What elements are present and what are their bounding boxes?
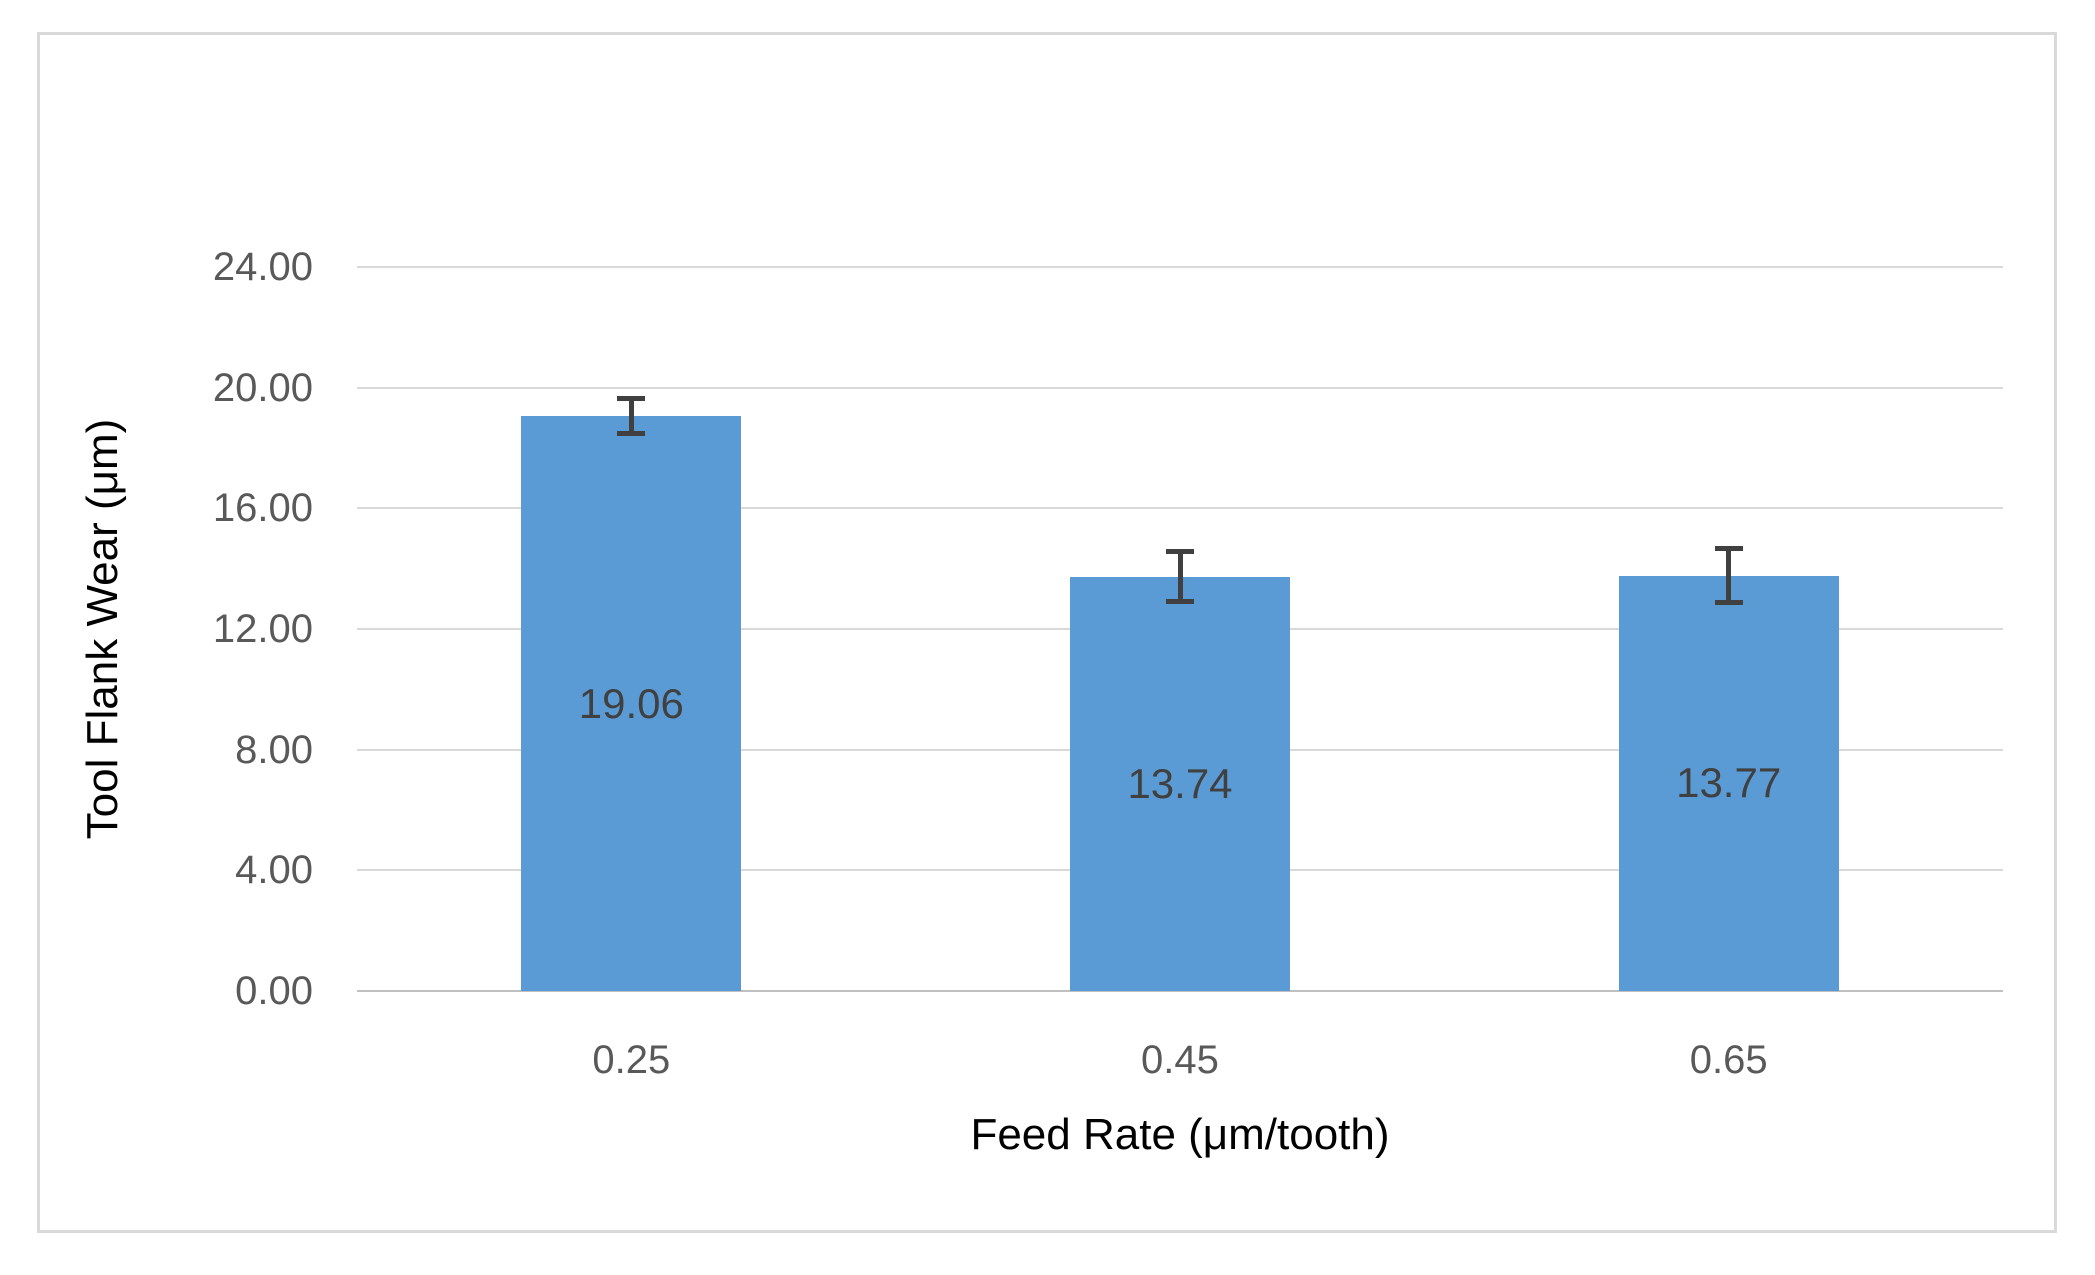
y-tick-label: 4.00	[235, 848, 313, 893]
x-tick-label: 0.25	[592, 1038, 671, 1082]
bar-0.45	[1070, 576, 1290, 991]
y-tick-label: 8.00	[235, 727, 313, 772]
error-bar-cap-bottom	[1166, 599, 1194, 605]
y-tick-label: 12.00	[212, 607, 313, 651]
error-bar-cap-top	[1166, 548, 1194, 554]
plot-area: 19.06 13.74 13.77	[357, 266, 2003, 992]
bar-data-label: 13.74	[1127, 759, 1233, 807]
error-bar-cap-bottom	[1714, 599, 1743, 605]
gridline	[357, 386, 2003, 389]
error-bar	[628, 397, 634, 435]
error-bar-cap-top	[1714, 546, 1743, 552]
bar-0.65	[1618, 575, 1839, 991]
bar-data-label: 19.06	[578, 679, 684, 727]
bar-0.25	[521, 416, 742, 991]
x-axis-title: Feed Rate (μm/tooth)	[970, 1110, 1390, 1159]
error-bar	[1177, 550, 1183, 603]
gridline	[357, 507, 2003, 510]
y-tick-label: 0.00	[235, 969, 313, 1013]
y-tick-label: 16.00	[212, 486, 313, 531]
x-tick-label: 0.65	[1689, 1038, 1768, 1082]
bar-data-label: 13.77	[1676, 759, 1782, 807]
gridline	[357, 266, 2003, 268]
y-tick-label: 20.00	[212, 365, 313, 410]
error-bar-cap-bottom	[617, 431, 646, 437]
y-tick-label: 24.00	[212, 245, 313, 289]
error-bar-cap-top	[617, 395, 646, 401]
error-bar	[1726, 548, 1732, 603]
x-tick-label: 0.45	[1141, 1038, 1219, 1082]
x-axis-line	[357, 990, 2003, 992]
chart-frame: Tool Flank Wear (μm) 19.06 13.74 13.77 Fee…	[37, 32, 2057, 1233]
